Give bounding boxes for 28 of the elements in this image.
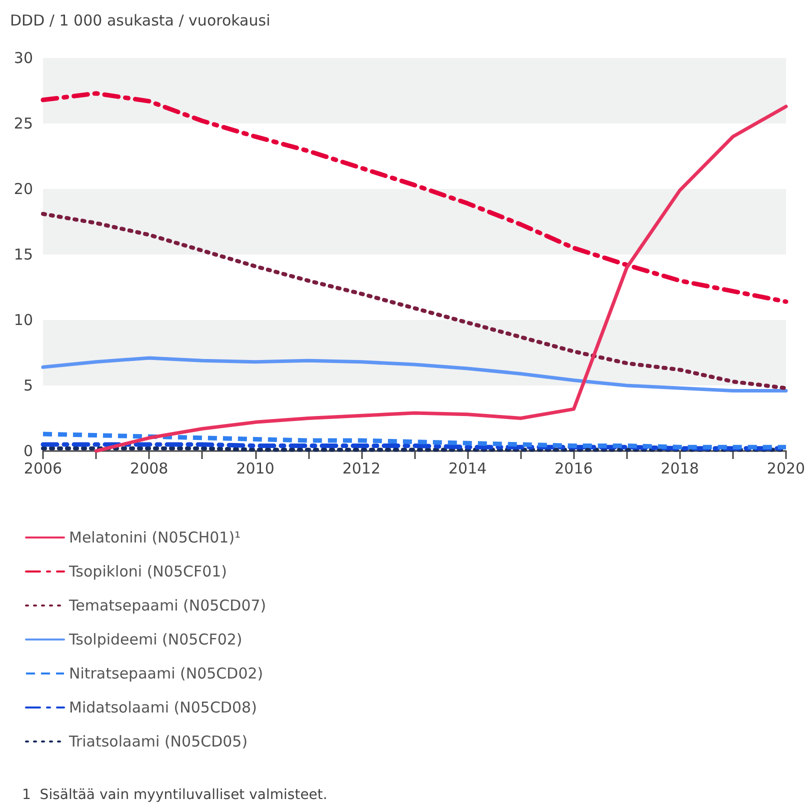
y-tick-label: 30 <box>14 49 33 67</box>
x-tick-label: 2012 <box>342 460 381 478</box>
x-tick-label: 2014 <box>448 460 487 478</box>
line-series <box>94 104 788 453</box>
x-tick-label: 2016 <box>554 460 593 478</box>
y-tick-label: 20 <box>14 180 33 198</box>
legend-label: Triatsolaami (N05CD05) <box>68 732 248 750</box>
line-series <box>40 91 788 304</box>
y-tick-label: 10 <box>14 311 33 329</box>
legend-label: Melatonini (N05CH01)¹ <box>69 528 241 546</box>
y-tick-label: 0 <box>23 442 33 460</box>
legend-label: Tsolpideemi (N05CF02) <box>68 630 242 648</box>
x-tick-label: 2006 <box>24 460 62 478</box>
y-tick-label: 25 <box>14 114 33 132</box>
x-tick-label: 2018 <box>660 460 699 478</box>
legend-label: Nitratsepaami (N05CD02) <box>69 664 264 682</box>
legend-label: Tematsepaami (N05CD07) <box>68 596 266 614</box>
y-tick-label: 15 <box>14 246 33 264</box>
line-series <box>41 356 788 392</box>
text: 1 Sisältää vain myyntiluvalliset valmisteet. <box>22 787 328 803</box>
line-series <box>41 212 788 390</box>
y-tick-label: 5 <box>23 376 33 394</box>
x-tick-label: 2008 <box>130 460 168 478</box>
x-tick-label: 2010 <box>236 460 274 478</box>
legend-label: Tsopikloni (N05CF01) <box>68 562 228 580</box>
y-axis-title: DDD / 1 000 asukasta / vuorokausi <box>10 12 270 30</box>
x-tick-label: 2020 <box>766 460 806 478</box>
legend-label: Midatsolaami (N05CD08) <box>69 698 257 716</box>
